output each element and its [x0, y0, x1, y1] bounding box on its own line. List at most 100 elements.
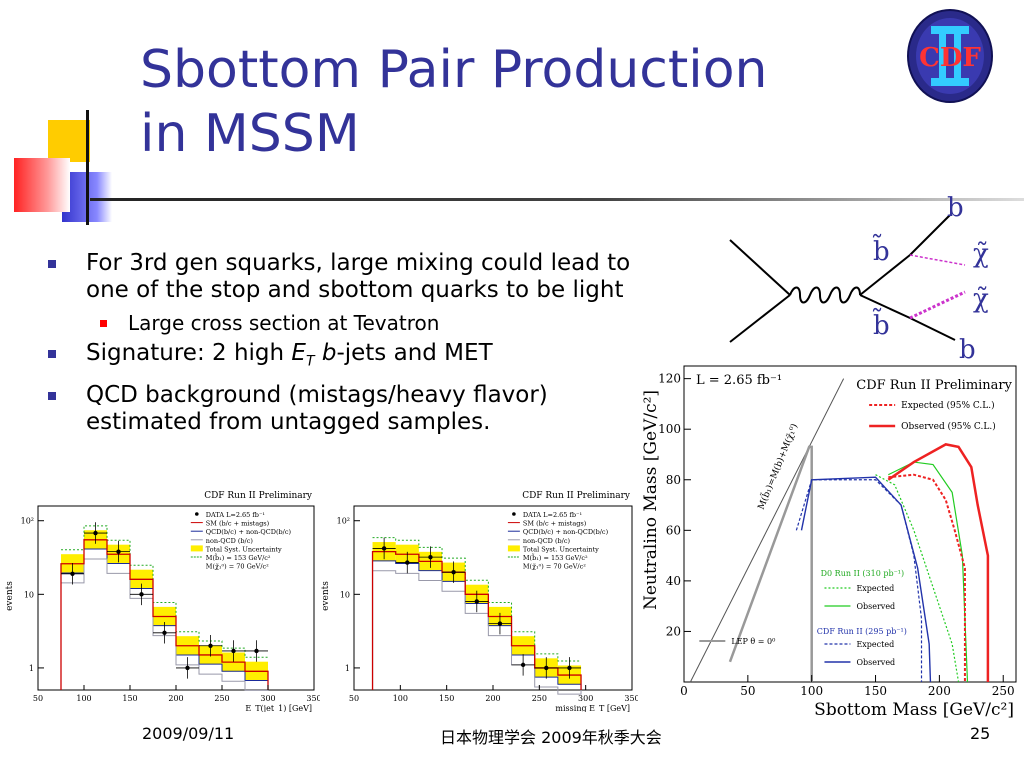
x-tick-label: 250	[214, 694, 229, 703]
y-tick-label: 10	[340, 590, 350, 599]
exclusion-plot: M(b̃₁)=M(b)+M(χ̃₁⁰)0 50 100 150 200 250204060…	[641, 365, 1017, 720]
data-point	[162, 630, 167, 636]
chart-title: CDF Run II Preliminary	[522, 491, 631, 501]
chart-title: CDF Run II Preliminary	[204, 491, 313, 501]
legend-marker	[195, 512, 199, 516]
x-tick-label: 100	[76, 694, 91, 703]
svg-text:b: b	[947, 193, 964, 223]
svg-text:b̃: b̃	[873, 307, 890, 341]
met-histogram: CDF Run II Preliminary 50 100 150 200 250 300 3…	[321, 491, 638, 712]
signal-histogram	[372, 537, 582, 662]
x-tick-label: 200	[485, 694, 500, 703]
y-tick-label: 10²	[21, 517, 34, 526]
kinematic-line	[689, 378, 845, 683]
data-point	[139, 592, 144, 597]
sm-histogram	[60, 539, 269, 690]
y-axis-label: Neutralino Mass [GeV/c²]	[641, 390, 661, 610]
x-tick-label: 100	[393, 694, 408, 703]
x-tick-label: 50	[33, 694, 43, 703]
y-tick-label: 100	[658, 422, 681, 436]
y-tick-label: 1	[345, 664, 350, 673]
legend-marker	[512, 512, 516, 516]
legend-entry: non-QCD (b/c)	[206, 537, 254, 545]
chart-title: CDF Run II Preliminary	[856, 378, 1012, 393]
title-rule	[90, 198, 1024, 201]
legend-entry: Expected (95% C.L.)	[901, 400, 995, 411]
legend-entry: non-QCD (b/c)	[523, 537, 571, 545]
y-tick-label: 120	[658, 372, 681, 386]
data-point	[405, 560, 410, 565]
x-tick-label: 50	[740, 684, 755, 698]
data-point	[544, 665, 549, 671]
lumi-annotation: L = 2.65 fb⁻¹	[696, 373, 782, 388]
cdf-logo-icon: CDF	[907, 9, 993, 103]
legend-entry: QCD(b/c) + non-QCD(b/c)	[523, 528, 609, 536]
data-point	[474, 599, 479, 604]
legend-entry: M(b̃₁) = 153 GeV/c²	[206, 552, 271, 562]
x-tick-label: 350	[306, 694, 320, 703]
signal-histogram	[61, 525, 268, 658]
y-tick-label: 10	[24, 590, 34, 599]
x-tick-label: 150	[439, 694, 454, 703]
data-point	[567, 665, 572, 671]
data-point	[185, 665, 190, 671]
legend-entry: M(χ̃₁⁰) = 70 GeV/c²	[206, 562, 269, 571]
legend-entry: M(χ̃₁⁰) = 70 GeV/c²	[523, 562, 586, 571]
bullet-list: For 3rd gen squarks, large mixing could …	[48, 250, 648, 442]
y-tick-label: 10²	[337, 517, 350, 526]
svg-text:b̃: b̃	[873, 233, 890, 267]
x-tick-label: 200	[928, 684, 951, 698]
x-tick-label: 150	[864, 684, 887, 698]
data-point	[254, 648, 259, 654]
data-point	[208, 643, 213, 648]
limit-curve	[887, 443, 990, 682]
svg-text:b: b	[959, 335, 976, 362]
y-axis-label: events	[321, 581, 331, 611]
bullet-item: Signature: 2 high ET b-jets and MET	[48, 340, 648, 376]
et-jet-histogram: CDF Run II Preliminary 50 100 150 200 250 300 3…	[5, 491, 320, 712]
x-tick-label: 0	[680, 684, 688, 698]
legend-entry: Observed (95% C.L.)	[901, 421, 996, 432]
legend-entry: SM (b/c + mistags)	[523, 520, 587, 528]
slide-title: Sbottom Pair Production in MSSM	[140, 38, 840, 166]
limit-curve	[875, 474, 960, 683]
title-line-2: in MSSM	[140, 104, 360, 164]
data-point	[93, 530, 98, 536]
svg-text:χ̃: χ̃	[973, 239, 989, 269]
footer-conference: 日本物理学会 2009年秋季大会	[440, 728, 662, 747]
legend-entry: DATA L=2.65 fb⁻¹	[206, 511, 266, 519]
cdf-logo: CDF	[905, 6, 995, 106]
data-point	[381, 546, 387, 551]
x-tick-label: 250	[532, 694, 547, 703]
y-axis-label: events	[5, 581, 15, 611]
decor-squares	[0, 100, 140, 225]
svg-text:CDF: CDF	[919, 43, 981, 73]
x-tick-label: 250	[992, 684, 1015, 698]
title-line-1: Sbottom Pair Production	[140, 40, 768, 100]
legend-entry: Expected	[856, 584, 894, 593]
plot-frame	[683, 365, 1017, 683]
limit-curve	[800, 476, 932, 683]
legend-entry: SM (b/c + mistags)	[206, 520, 270, 528]
x-axis-label: Sbottom Mass [GeV/c²]	[814, 700, 1014, 720]
y-tick-label: 60	[666, 523, 681, 537]
legend-entry: LEP θ = 0⁰	[731, 637, 775, 646]
data-point	[428, 554, 433, 560]
data-point	[497, 621, 503, 626]
legend-entry: CDF Run II (295 pb⁻¹)	[817, 627, 907, 636]
sub-bullet-item: Large cross section at Tevatron	[100, 310, 648, 336]
legend-entry: Observed	[856, 602, 895, 611]
feynman-diagram: b b̃ χ̃ χ̃ b̃ b	[729, 193, 989, 362]
data-point	[231, 648, 236, 654]
x-tick-label: 200	[168, 694, 183, 703]
legend-entry: Expected	[856, 640, 894, 649]
svg-text:χ̃: χ̃	[973, 284, 989, 314]
data-point	[451, 569, 456, 575]
y-tick-label: 1	[29, 664, 34, 673]
bullet-item: QCD background (mistags/heavy flavor) es…	[48, 382, 648, 436]
x-tick-label: 150	[122, 694, 137, 703]
x-tick-label: 350	[624, 694, 638, 703]
legend-entry: Total Syst. Uncertainty	[523, 545, 599, 553]
nonqcd-histogram	[372, 570, 582, 695]
x-tick-label: 300	[260, 694, 275, 703]
